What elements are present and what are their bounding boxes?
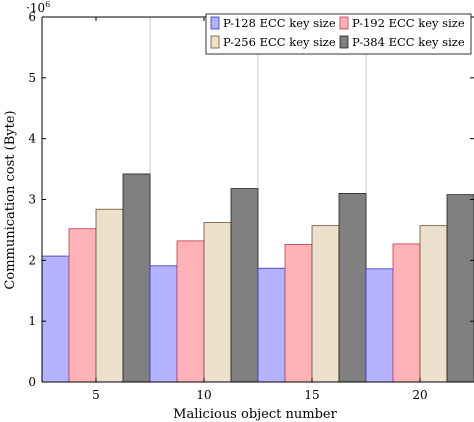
x-axis-label: Malicious object number — [173, 407, 337, 422]
legend-swatch — [339, 35, 349, 49]
bar-p-192-5 — [68, 228, 97, 383]
y-scale-label: ·106 — [26, 0, 50, 15]
legend-label: P-192 ECC key size — [352, 16, 465, 30]
bar-p-128-20 — [365, 268, 394, 383]
y-ticks: 0 1 2 3 4 5 6 — [28, 10, 474, 389]
legend-swatch — [339, 16, 349, 30]
x-tick-label: 10 — [196, 388, 211, 402]
y-tick-label: 1 — [28, 314, 36, 328]
bar-p-192-15 — [284, 244, 313, 383]
bar-p-192-10 — [176, 240, 205, 383]
y-scale-base: ·10 — [26, 1, 45, 15]
bar-p-192-20 — [392, 243, 421, 383]
y-tick-label: 4 — [28, 132, 36, 146]
y-tick-label: 0 — [28, 375, 36, 389]
bar-p-256-5 — [95, 208, 124, 383]
legend-label: P-384 ECC key size — [352, 35, 465, 49]
bar-p-128-15 — [257, 267, 286, 383]
y-tick-label: 6 — [28, 10, 36, 24]
legend-label: P-128 ECC key size — [223, 16, 336, 30]
legend-swatch — [210, 16, 220, 30]
bar-p-384-10 — [230, 188, 259, 383]
y-tick-label: 3 — [28, 193, 36, 207]
x-tick-label: 5 — [92, 388, 100, 402]
y-tick-label: 5 — [28, 71, 36, 85]
bar-p-256-15 — [311, 225, 340, 383]
bar-p-384-15 — [338, 193, 367, 383]
x-ticks: 5 10 15 20 — [92, 17, 428, 402]
x-tick-label: 15 — [304, 388, 319, 402]
y-axis-label: Communication cost (Byte) — [3, 110, 18, 289]
bar-p-128-10 — [149, 265, 178, 383]
x-tick-label: 20 — [412, 388, 427, 402]
bar-p-128-5 — [41, 255, 70, 383]
y-tick-label: 2 — [28, 253, 36, 267]
legend: P-128 ECC key size P-192 ECC key size P-25… — [205, 13, 472, 55]
legend-box — [205, 13, 472, 55]
legend-swatch — [210, 35, 220, 49]
bar-p-256-10 — [203, 222, 232, 383]
bars — [41, 173, 474, 383]
y-scale-exponent: 6 — [45, 0, 50, 9]
bar-p-256-20 — [419, 225, 448, 383]
bar-p-384-20 — [446, 194, 474, 383]
legend-label: P-256 ECC key size — [223, 35, 336, 49]
bar-p-384-5 — [122, 173, 151, 383]
